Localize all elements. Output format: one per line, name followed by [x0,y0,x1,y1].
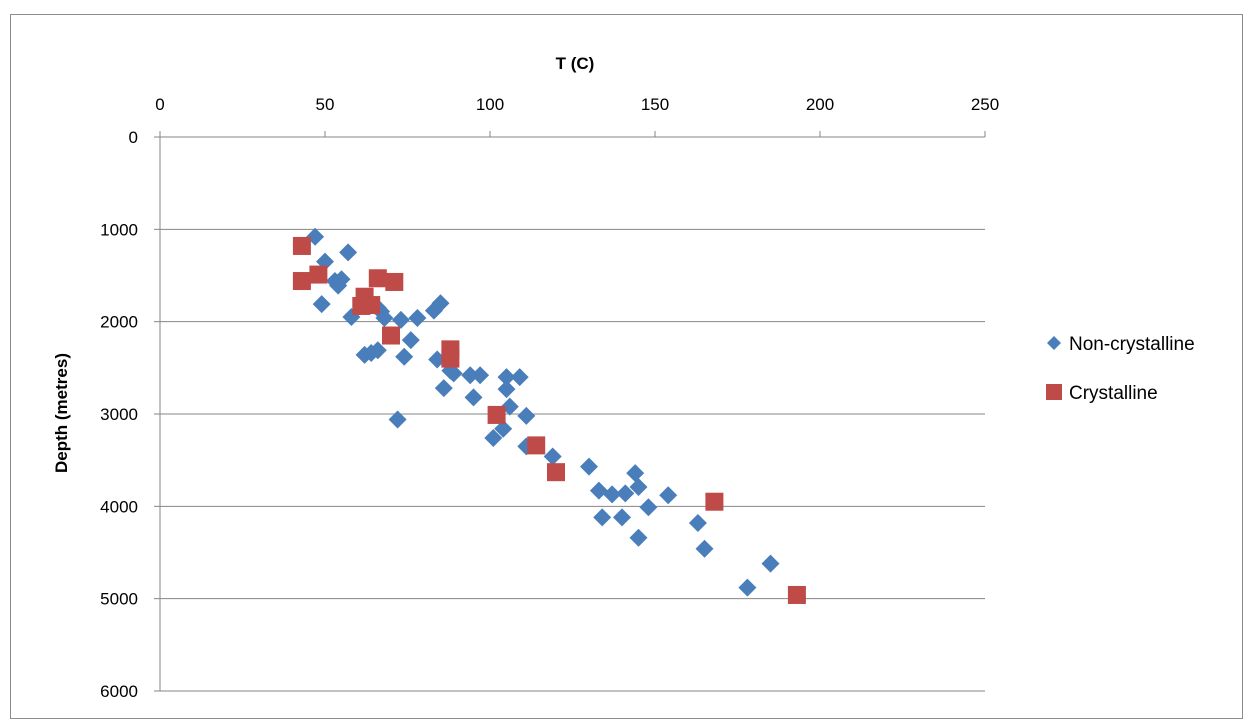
tick-labels: 0 1000 2000 3000 4000 5000 6000 0 50 100 150 200 250 [100,95,999,701]
data-points [292,227,806,604]
non-crystalline-point [629,528,648,547]
legend-diamond-marker [1047,336,1061,350]
crystalline-point [362,296,381,315]
x-tick-label: 100 [476,95,504,114]
non-crystalline-point [408,308,427,327]
y-tick-label: 2000 [100,313,138,332]
non-crystalline-point [312,295,331,314]
non-crystalline-point [388,410,407,429]
non-crystalline-point [688,513,707,532]
crystalline-point [787,585,806,604]
chart-frame [10,14,1243,719]
crystalline-point [547,463,565,482]
non-crystalline-point [401,331,420,350]
non-crystalline-point [368,341,387,360]
crystalline-point [705,492,724,511]
non-crystalline-point [659,486,678,505]
x-tick-label: 250 [971,95,999,114]
y-tick-label: 6000 [100,682,138,701]
non-crystalline-point [329,276,348,295]
non-crystalline-point [431,294,450,313]
non-crystalline-point [471,366,490,385]
crystalline-point [487,405,506,424]
crystalline-point [368,269,387,288]
non-crystalline-point [517,406,536,425]
y-tick-label: 1000 [100,220,138,239]
non-crystalline-point [639,498,658,517]
crystalline-point [292,272,311,291]
non-crystalline-point [395,347,414,366]
non-crystalline-point [695,539,714,558]
non-crystalline-point [497,368,516,387]
x-tick-label: 200 [806,95,834,114]
x-axis-title: T (C) [556,54,595,73]
non-crystalline-point [593,508,612,527]
crystalline-point [292,236,311,255]
legend-item: Crystalline [1046,383,1158,404]
non-crystalline-point [613,508,631,527]
y-tick-label: 4000 [100,497,138,516]
gridlines [160,228,985,692]
y-tick-label: 3000 [100,405,138,424]
non-crystalline-point [444,364,463,383]
y-tick-label: 0 [129,128,138,147]
non-crystalline-point [616,484,635,503]
non-crystalline-point [626,464,645,483]
non-crystalline-point [461,366,480,385]
non-crystalline-point [738,578,757,597]
crystalline-point [385,272,404,291]
crystalline-point [441,349,460,368]
x-tick-label: 0 [155,95,164,114]
x-tick-label: 150 [641,95,669,114]
crystalline-point [382,326,400,345]
non-crystalline-point [543,447,562,466]
non-crystalline-point [434,379,453,398]
non-crystalline-point [484,429,503,448]
y-axis-title: Depth (metres) [52,353,71,473]
non-crystalline-point [580,457,598,476]
crystalline-point [309,265,328,284]
legend-item: Non-crystalline [1047,334,1195,355]
non-crystalline-point [589,481,608,500]
y-tick-label: 5000 [100,590,138,609]
non-crystalline-point [603,485,622,504]
non-crystalline-point [497,380,516,399]
non-crystalline-point [391,310,410,329]
non-crystalline-point [510,368,529,387]
legend: Non-crystalline Crystalline [1046,334,1195,404]
crystalline-point [527,436,546,455]
legend-label: Crystalline [1069,383,1158,404]
x-tick-label: 50 [316,95,335,114]
non-crystalline-point [629,477,648,496]
non-crystalline-point [464,388,483,407]
non-crystalline-point [339,243,358,262]
axes [154,131,986,692]
legend-square-marker [1046,384,1062,400]
legend-label: Non-crystalline [1069,334,1195,355]
non-crystalline-point [494,419,513,438]
non-crystalline-point [761,554,780,573]
